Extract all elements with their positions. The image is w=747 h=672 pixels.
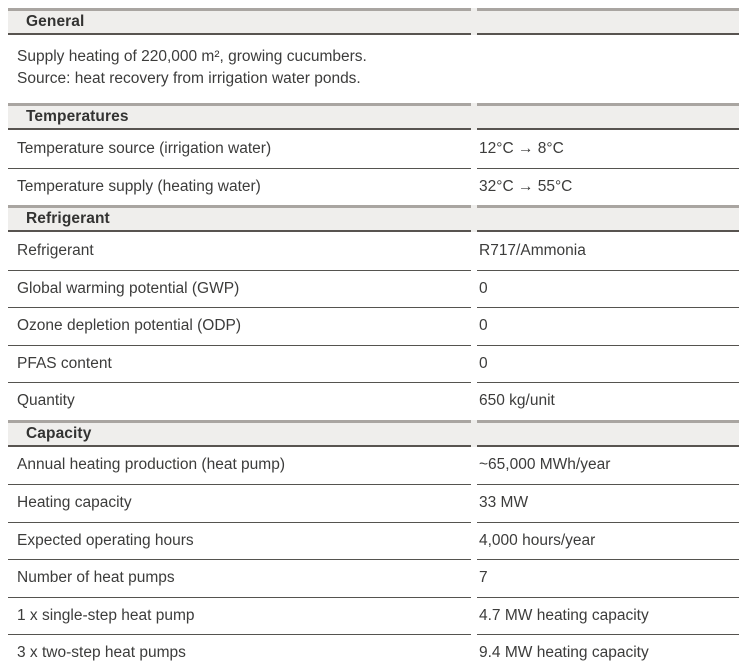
table-row: Temperature source (irrigation water) 12… bbox=[8, 130, 739, 168]
section-header-cell: Capacity bbox=[8, 419, 471, 447]
row-value: 7 bbox=[479, 569, 488, 587]
row-label: Heating capacity bbox=[17, 494, 132, 512]
section-title: General bbox=[26, 13, 85, 30]
row-value: 0 bbox=[479, 354, 488, 372]
row-value-cell: 32°C → 55°C bbox=[477, 167, 739, 206]
row-value-cell: 9.4 MW heating capacity bbox=[477, 634, 739, 672]
row-value-cell: 0 bbox=[477, 344, 739, 383]
row-value: 32°C → 55°C bbox=[479, 177, 573, 195]
row-value: 33 MW bbox=[479, 494, 529, 512]
section-header-cell: Temperatures bbox=[8, 103, 471, 130]
table-row: Quantity 650 kg/unit bbox=[8, 382, 739, 420]
section-title: Refrigerant bbox=[26, 210, 110, 227]
row-value-cell: 4.7 MW heating capacity bbox=[477, 596, 739, 635]
row-label: Expected operating hours bbox=[17, 531, 194, 549]
table-row: Number of heat pumps 7 bbox=[8, 559, 739, 597]
section-header: Temperatures bbox=[8, 103, 739, 130]
row-label: 3 x two-step heat pumps bbox=[17, 644, 186, 662]
section-title: Temperatures bbox=[26, 108, 129, 125]
row-value-cell: ~65,000 MWh/year bbox=[477, 447, 739, 485]
row-value: 0 bbox=[479, 279, 488, 297]
section-header-cell bbox=[477, 205, 739, 232]
section-header-cell: General bbox=[8, 8, 471, 35]
row-value-cell: R717/Ammonia bbox=[477, 232, 739, 270]
section-header: Refrigerant bbox=[8, 205, 739, 232]
row-label: Temperature source (irrigation water) bbox=[17, 139, 272, 157]
row-value: 4,000 hours/year bbox=[479, 531, 596, 549]
row-label-cell: Refrigerant bbox=[8, 232, 471, 270]
table-row: 3 x two-step heat pumps 9.4 MW heating c… bbox=[8, 634, 739, 672]
table-row: PFAS content 0 bbox=[8, 344, 739, 383]
row-value-cell: 12°C → 8°C bbox=[477, 130, 739, 168]
row-label-cell: PFAS content bbox=[8, 344, 471, 383]
row-label: Refrigerant bbox=[17, 241, 94, 259]
row-value-cell: 0 bbox=[477, 307, 739, 345]
row-label: Annual heating production (heat pump) bbox=[17, 456, 285, 474]
row-label: Global warming potential (GWP) bbox=[17, 279, 240, 297]
row-label-cell: Global warming potential (GWP) bbox=[8, 269, 471, 308]
table-row: 1 x single-step heat pump 4.7 MW heating… bbox=[8, 596, 739, 635]
table-row: Global warming potential (GWP) 0 bbox=[8, 269, 739, 308]
table-row: Heating capacity 33 MW bbox=[8, 484, 739, 522]
row-label-cell: Expected operating hours bbox=[8, 521, 471, 560]
row-label: Number of heat pumps bbox=[17, 569, 175, 587]
row-value-cell: 33 MW bbox=[477, 484, 739, 522]
table-row: Ozone depletion potential (ODP) 0 bbox=[8, 307, 739, 345]
table-row: Refrigerant R717/Ammonia bbox=[8, 232, 739, 270]
row-value: 0 bbox=[479, 317, 488, 335]
row-value-cell: 4,000 hours/year bbox=[477, 521, 739, 560]
table-row: Temperature supply (heating water) 32°C … bbox=[8, 167, 739, 206]
row-label-cell: Quantity bbox=[8, 382, 471, 420]
row-label: PFAS content bbox=[17, 354, 112, 372]
section-header-cell bbox=[477, 419, 739, 447]
section-description: Supply heating of 220,000 m², growing cu… bbox=[8, 35, 739, 103]
row-label-cell: Annual heating production (heat pump) bbox=[8, 447, 471, 485]
row-label: Quantity bbox=[17, 392, 75, 410]
spec-table: General Supply heating of 220,000 m², gr… bbox=[8, 8, 739, 672]
row-label-cell: Temperature source (irrigation water) bbox=[8, 130, 471, 168]
row-label: Temperature supply (heating water) bbox=[17, 177, 261, 195]
section-header: Capacity bbox=[8, 419, 739, 447]
row-value-cell: 0 bbox=[477, 269, 739, 308]
row-label: Ozone depletion potential (ODP) bbox=[17, 317, 242, 335]
row-value: R717/Ammonia bbox=[479, 241, 586, 259]
section-header: General bbox=[8, 8, 739, 35]
row-value: 12°C → 8°C bbox=[479, 139, 564, 157]
row-label-cell: 1 x single-step heat pump bbox=[8, 596, 471, 635]
row-value: 9.4 MW heating capacity bbox=[479, 644, 649, 662]
table-row: Expected operating hours 4,000 hours/yea… bbox=[8, 521, 739, 560]
section-header-cell: Refrigerant bbox=[8, 205, 471, 232]
row-value: 4.7 MW heating capacity bbox=[479, 606, 649, 624]
row-label: 1 x single-step heat pump bbox=[17, 606, 195, 624]
section-header-cell bbox=[477, 8, 739, 35]
description-line: Supply heating of 220,000 m², growing cu… bbox=[17, 48, 367, 65]
row-value: ~65,000 MWh/year bbox=[479, 456, 611, 474]
row-label-cell: 3 x two-step heat pumps bbox=[8, 634, 471, 672]
row-value-cell: 7 bbox=[477, 559, 739, 597]
row-value: 650 kg/unit bbox=[479, 392, 555, 410]
row-value-cell: 650 kg/unit bbox=[477, 382, 739, 420]
section-title: Capacity bbox=[26, 424, 92, 442]
section-header-cell bbox=[477, 103, 739, 130]
row-label-cell: Heating capacity bbox=[8, 484, 471, 522]
row-label-cell: Ozone depletion potential (ODP) bbox=[8, 307, 471, 345]
row-label-cell: Temperature supply (heating water) bbox=[8, 167, 471, 206]
description-line: Source: heat recovery from irrigation wa… bbox=[17, 70, 361, 87]
row-label-cell: Number of heat pumps bbox=[8, 559, 471, 597]
table-row: Annual heating production (heat pump) ~6… bbox=[8, 447, 739, 485]
